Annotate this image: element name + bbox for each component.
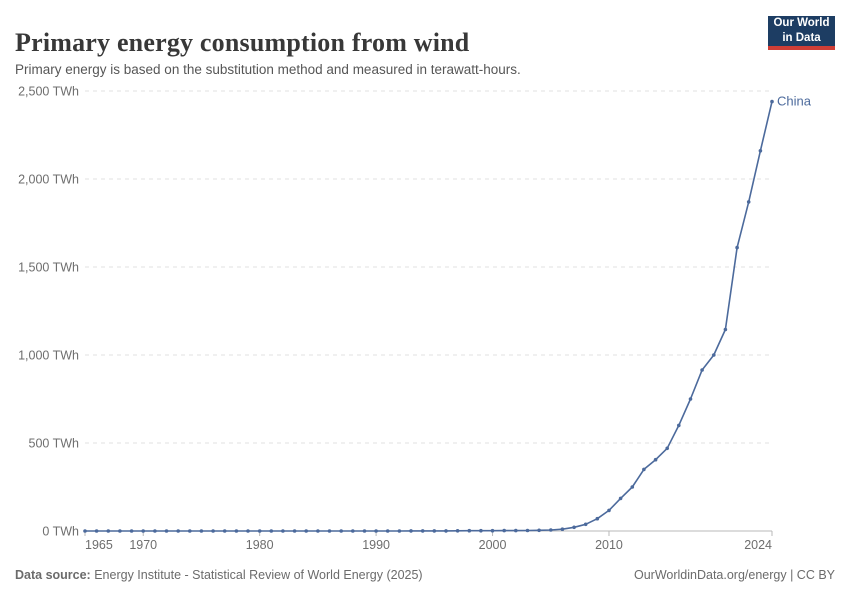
data-point[interactable] bbox=[141, 529, 145, 533]
chart-subtitle: Primary energy is based on the substitut… bbox=[15, 61, 521, 77]
data-point[interactable] bbox=[607, 508, 611, 513]
x-tick-label: 2024 bbox=[744, 538, 772, 552]
data-point[interactable] bbox=[351, 529, 355, 533]
x-tick-label: 1980 bbox=[246, 538, 274, 552]
line-series-china[interactable] bbox=[84, 100, 773, 532]
data-point[interactable] bbox=[595, 516, 600, 521]
data-point[interactable] bbox=[432, 529, 437, 533]
data-point[interactable] bbox=[374, 529, 378, 533]
data-point[interactable] bbox=[118, 529, 122, 533]
data-point[interactable] bbox=[479, 528, 483, 533]
data-point[interactable] bbox=[758, 149, 763, 153]
data-point[interactable] bbox=[455, 529, 460, 533]
owid-logo-line1: Our World bbox=[773, 17, 830, 30]
y-tick-label: 1,500 TWh bbox=[18, 261, 79, 275]
data-point[interactable] bbox=[525, 528, 530, 533]
data-source-value: Energy Institute - Statistical Review of… bbox=[90, 568, 423, 582]
data-point[interactable] bbox=[281, 529, 285, 533]
data-point[interactable] bbox=[549, 528, 553, 532]
data-point[interactable] bbox=[444, 529, 448, 533]
data-point[interactable] bbox=[700, 368, 704, 372]
x-tick-label: 1965 bbox=[85, 538, 113, 552]
y-tick-label: 1,000 TWh bbox=[18, 349, 79, 363]
data-point[interactable] bbox=[630, 485, 635, 489]
credit-text: OurWorldinData.org/energy | CC BY bbox=[633, 568, 835, 582]
data-point[interactable] bbox=[514, 528, 518, 533]
x-tick-label: 1990 bbox=[362, 538, 390, 552]
data-point[interactable] bbox=[153, 529, 157, 533]
data-point[interactable] bbox=[770, 99, 774, 104]
data-point[interactable] bbox=[735, 245, 739, 250]
data-point[interactable] bbox=[316, 529, 320, 533]
data-point[interactable] bbox=[164, 529, 169, 533]
data-point[interactable] bbox=[362, 529, 367, 533]
entity-label-china[interactable]: China bbox=[777, 94, 812, 109]
data-point[interactable] bbox=[257, 529, 262, 533]
data-point[interactable] bbox=[199, 529, 204, 533]
data-source-label: Data source: bbox=[15, 568, 91, 582]
data-point[interactable] bbox=[304, 529, 309, 533]
data-point[interactable] bbox=[723, 327, 728, 332]
data-point[interactable] bbox=[327, 529, 332, 533]
x-tick-label: 2010 bbox=[595, 538, 623, 552]
data-point[interactable] bbox=[188, 529, 192, 533]
data-source-text: Data source: Energy Institute - Statisti… bbox=[15, 568, 423, 582]
data-point[interactable] bbox=[665, 446, 669, 451]
data-point[interactable] bbox=[746, 200, 751, 204]
data-point[interactable] bbox=[502, 528, 507, 533]
data-point[interactable] bbox=[560, 527, 565, 531]
data-point[interactable] bbox=[292, 529, 297, 533]
data-point[interactable] bbox=[106, 529, 111, 533]
data-point[interactable] bbox=[176, 529, 180, 533]
chart-footer: Data source: Energy Institute - Statisti… bbox=[15, 568, 835, 582]
data-point[interactable] bbox=[409, 529, 413, 533]
page-title: Primary energy consumption from wind bbox=[15, 28, 470, 58]
data-point[interactable] bbox=[246, 529, 250, 533]
owid-logo: Our World in Data bbox=[768, 16, 835, 50]
data-point[interactable] bbox=[677, 423, 681, 428]
y-tick-label: 2,500 TWh bbox=[18, 85, 79, 99]
data-point[interactable] bbox=[129, 529, 134, 533]
x-tick-label: 2000 bbox=[479, 538, 507, 552]
data-point[interactable] bbox=[420, 529, 425, 533]
data-point[interactable] bbox=[83, 529, 87, 533]
data-point[interactable] bbox=[339, 529, 344, 533]
data-point[interactable] bbox=[397, 529, 402, 533]
data-point[interactable] bbox=[583, 522, 588, 527]
data-point[interactable] bbox=[537, 528, 541, 533]
data-point[interactable] bbox=[688, 397, 693, 401]
data-point[interactable] bbox=[222, 529, 227, 533]
data-point[interactable] bbox=[572, 525, 576, 530]
data-point[interactable] bbox=[385, 529, 390, 533]
y-tick-label: 2,000 TWh bbox=[18, 173, 79, 187]
data-point[interactable] bbox=[94, 529, 99, 533]
data-point[interactable] bbox=[234, 529, 239, 533]
y-tick-label: 0 TWh bbox=[42, 525, 79, 539]
y-tick-label: 500 TWh bbox=[29, 437, 80, 451]
data-point[interactable] bbox=[642, 467, 646, 472]
x-tick-label: 1970 bbox=[129, 538, 157, 552]
data-point[interactable] bbox=[653, 457, 658, 462]
data-point[interactable] bbox=[618, 496, 623, 501]
data-point[interactable] bbox=[211, 529, 215, 533]
owid-logo-line2: in Data bbox=[782, 32, 821, 44]
data-point[interactable] bbox=[269, 529, 274, 533]
data-point[interactable] bbox=[490, 528, 495, 533]
data-point[interactable] bbox=[712, 353, 716, 357]
data-point[interactable] bbox=[467, 528, 472, 533]
